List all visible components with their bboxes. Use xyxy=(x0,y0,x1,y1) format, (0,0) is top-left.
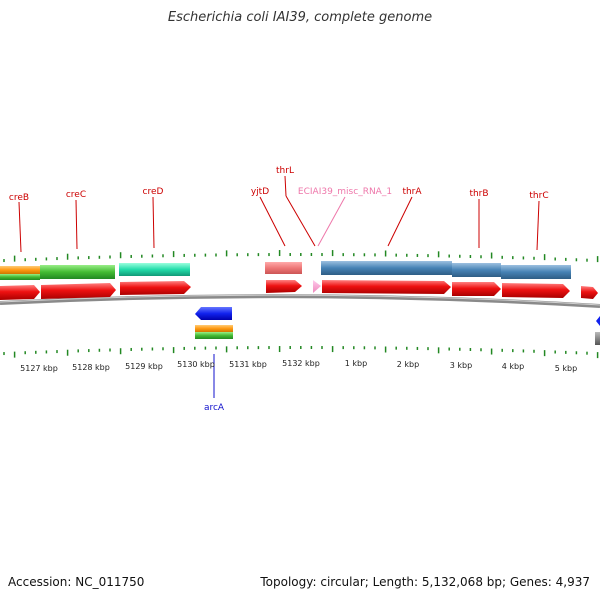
gene-creB-orange[interactable] xyxy=(0,266,40,274)
cds-thrC-arrow[interactable] xyxy=(502,283,570,298)
label-thrB[interactable]: thrB xyxy=(469,189,488,199)
scale-label: 1 kbp xyxy=(345,359,367,368)
leader-creB xyxy=(18,201,22,253)
scale-label: 5130 kbp xyxy=(177,360,215,369)
cds-thrB-arrow[interactable] xyxy=(452,282,501,296)
reverse-strand-track xyxy=(195,307,600,345)
gene-creB-green[interactable] xyxy=(0,274,40,280)
label-leader-lines xyxy=(18,175,540,398)
gene-thrA[interactable] xyxy=(321,261,452,275)
leader-misc-rna xyxy=(317,196,346,247)
scale-label: 5 kbp xyxy=(555,364,577,373)
gene-creD[interactable] xyxy=(119,263,190,276)
label-thrC[interactable]: thrC xyxy=(529,191,548,201)
upper-tick-row xyxy=(3,250,599,263)
scale-label: 4 kbp xyxy=(502,362,524,371)
cds-thrA-arrow[interactable] xyxy=(322,280,451,294)
scale-label: 5128 kbp xyxy=(72,363,110,372)
leader-yjtD xyxy=(259,196,286,247)
edge-blue-arrow[interactable] xyxy=(596,316,600,326)
misc-rna-arrow[interactable] xyxy=(313,280,321,293)
label-thrL[interactable]: thrL xyxy=(276,166,294,176)
label-yjtD[interactable]: yjtD xyxy=(251,187,269,197)
lower-tick-row xyxy=(3,346,599,359)
gene-track-upper xyxy=(0,261,571,280)
accession-text: Accession: NC_011750 xyxy=(8,575,145,589)
cds-yjtD-arrow[interactable] xyxy=(266,280,302,293)
cds-creD-arrow[interactable] xyxy=(120,281,191,295)
gene-arcA-green[interactable] xyxy=(195,332,233,339)
scale-label: 5127 kbp xyxy=(20,364,58,373)
label-creB[interactable]: creB xyxy=(9,193,29,203)
label-creC[interactable]: creC xyxy=(66,190,86,200)
scale-label: 5129 kbp xyxy=(125,362,163,371)
scale-labels: 5127 kbp 5128 kbp 5129 kbp 5130 kbp 5131… xyxy=(20,359,577,373)
label-creD[interactable]: creD xyxy=(143,187,164,197)
label-arcA[interactable]: arcA xyxy=(204,403,225,413)
genome-backbone-highlight xyxy=(0,294,600,306)
map-title: Escherichia coli IAI39, complete genome xyxy=(167,10,433,25)
label-thrA[interactable]: thrA xyxy=(402,187,422,197)
leader-creD xyxy=(152,196,155,249)
leader-thrL xyxy=(284,175,287,197)
scale-label: 5131 kbp xyxy=(229,360,267,369)
scale-label: 2 kbp xyxy=(397,360,419,369)
cds-creB-arrow[interactable] xyxy=(0,285,40,300)
leader-thrC xyxy=(536,200,540,251)
gene-labels: creB creC creD yjtD thrL ECIAI39_misc_RN… xyxy=(9,166,549,413)
cds-creC-arrow[interactable] xyxy=(41,283,116,299)
genome-summary-text: Topology: circular; Length: 5,132,068 bp… xyxy=(260,575,590,589)
scale-label: 5132 kbp xyxy=(282,359,320,368)
gene-creC[interactable] xyxy=(40,265,115,279)
gene-thrC[interactable] xyxy=(501,265,571,279)
scale-label: 3 kbp xyxy=(450,361,472,370)
gene-thrB[interactable] xyxy=(452,263,501,277)
leader-creC xyxy=(75,199,78,250)
cds-arcA-arrow[interactable] xyxy=(195,307,232,320)
cds-track xyxy=(0,280,598,300)
genome-backbone xyxy=(0,294,600,308)
gene-arcA-orange[interactable] xyxy=(195,325,233,332)
gene-yjtD[interactable] xyxy=(265,262,302,274)
cds-thrC-next-arrow[interactable] xyxy=(581,286,598,299)
label-misc-rna[interactable]: ECIAI39_misc_RNA_1 xyxy=(298,187,392,197)
leader-thrA xyxy=(387,196,413,247)
edge-grey-block[interactable] xyxy=(595,332,600,345)
leader-thrL-2 xyxy=(285,195,316,247)
